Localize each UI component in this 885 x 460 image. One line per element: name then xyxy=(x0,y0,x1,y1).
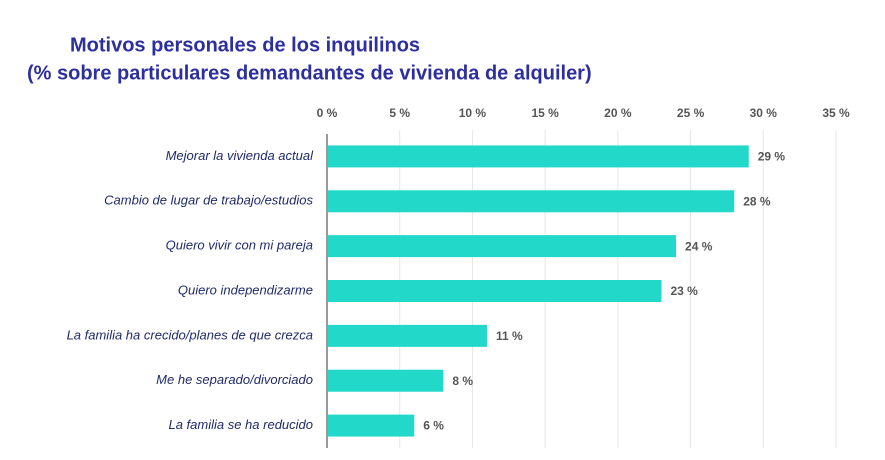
x-tick-label: 15 % xyxy=(531,106,559,120)
x-tick-label: 25 % xyxy=(677,106,705,120)
x-tick-label: 20 % xyxy=(604,106,632,120)
bar xyxy=(327,369,444,392)
y-tick-label: La familia se ha reducido xyxy=(168,417,313,432)
chart-subtitle: (% sobre particulares demandantes de viv… xyxy=(27,62,592,84)
bar xyxy=(327,324,487,347)
x-tick-label: 30 % xyxy=(750,106,778,120)
value-label: 6 % xyxy=(423,419,444,433)
value-label: 28 % xyxy=(743,194,771,208)
y-tick-label: Me he separado/divorciado xyxy=(156,372,313,387)
value-label: 24 % xyxy=(685,239,713,253)
bar xyxy=(327,280,662,302)
value-label: 8 % xyxy=(452,374,473,388)
y-tick-label: Quiero independizarme xyxy=(178,282,313,297)
bar xyxy=(327,190,735,213)
y-tick-label: Quiero vivir con mi pareja xyxy=(166,238,313,253)
bar xyxy=(327,145,749,168)
x-tick-label: 5 % xyxy=(389,106,410,120)
x-tick-label: 35 % xyxy=(822,106,850,120)
bar xyxy=(327,414,415,437)
chart-title: Motivos personales de los inquilinos xyxy=(70,34,420,56)
x-tick-label: 10 % xyxy=(459,106,487,120)
y-tick-label: Cambio de lugar de trabajo/estudios xyxy=(104,193,313,208)
value-label: 11 % xyxy=(496,329,523,343)
y-tick-label: La familia ha crecido/planes de que crez… xyxy=(67,327,313,342)
x-tick-label: 0 % xyxy=(317,106,338,120)
value-label: 23 % xyxy=(670,284,698,298)
value-label: 29 % xyxy=(758,150,786,164)
y-tick-label: Mejorar la vivienda actual xyxy=(166,148,315,163)
bar xyxy=(327,235,677,258)
